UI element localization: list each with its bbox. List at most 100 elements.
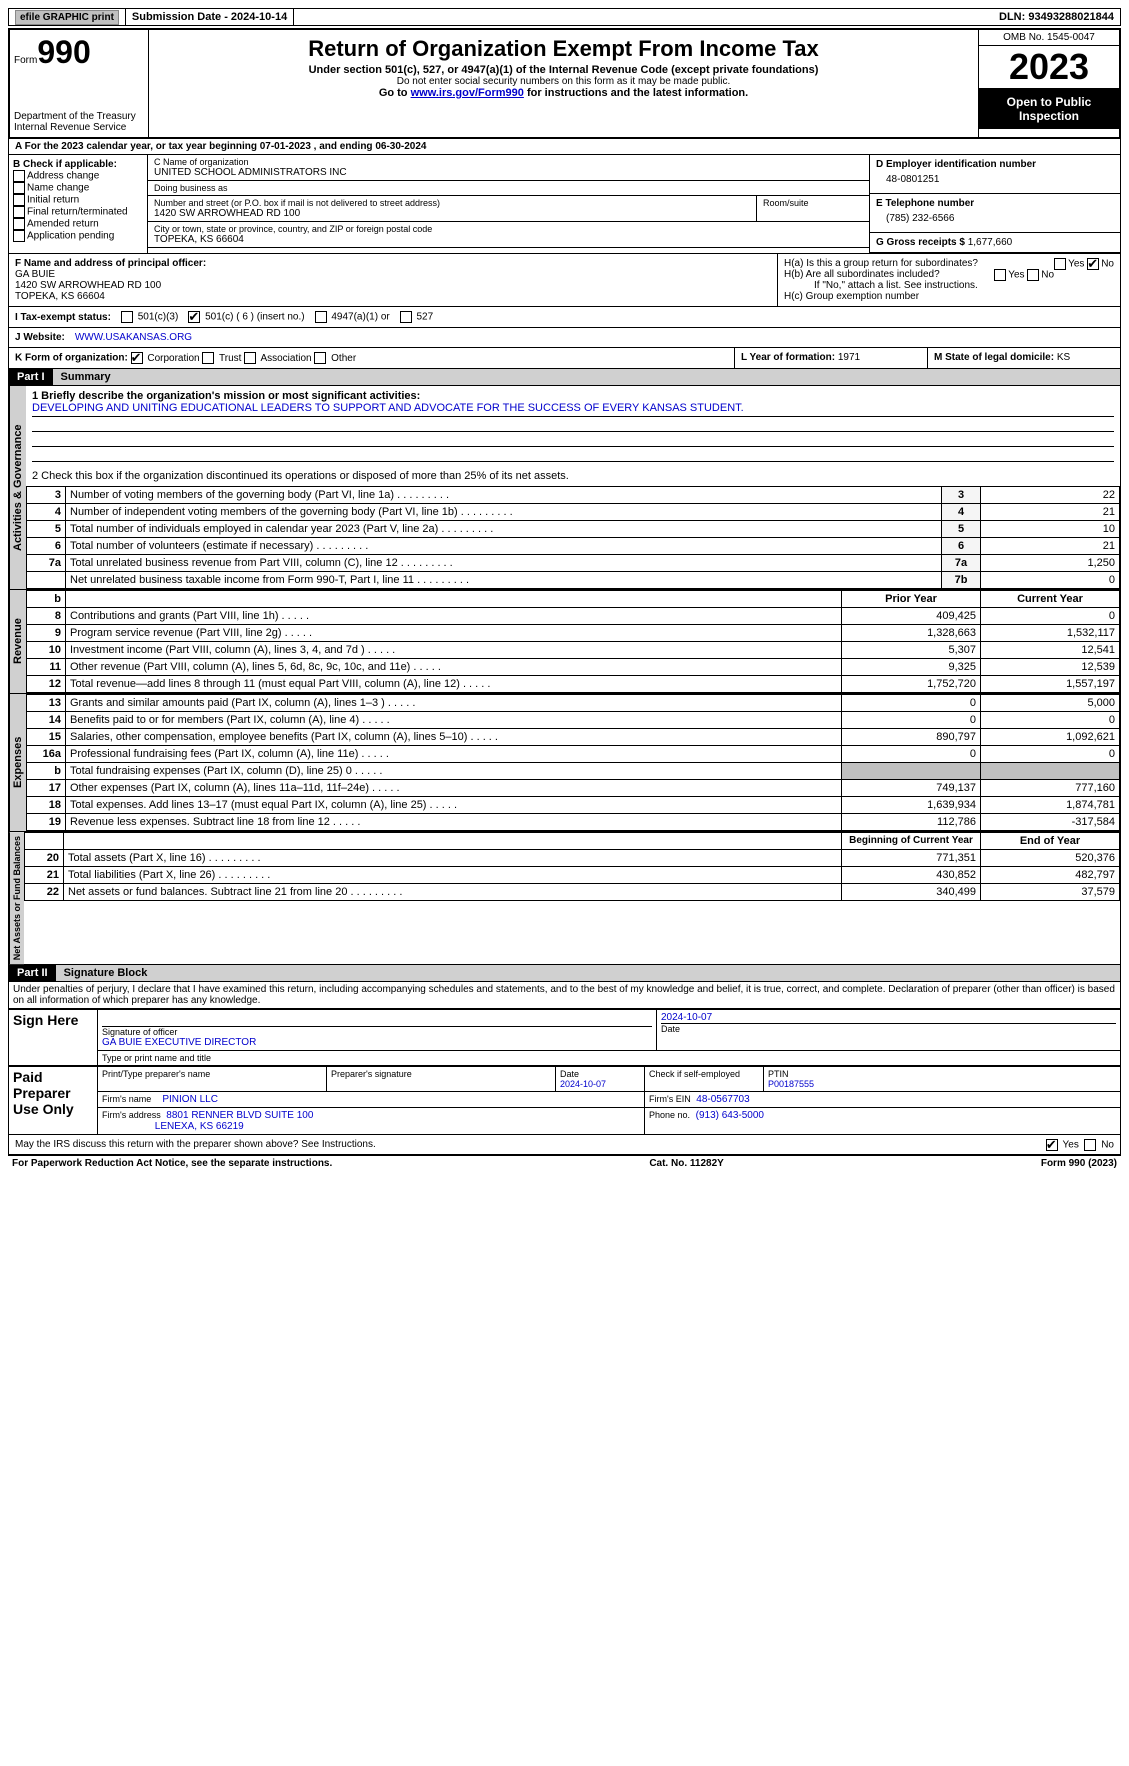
irs-link[interactable]: www.irs.gov/Form990 [411, 87, 524, 99]
discuss-yn[interactable]: Yes No [1046, 1139, 1114, 1151]
check-4947[interactable]: 4947(a)(1) or [315, 311, 390, 323]
sig-officer-name: GA BUIE EXECUTIVE DIRECTOR [102, 1037, 652, 1048]
room-label: Room/suite [763, 198, 863, 208]
rev-b: b [27, 591, 66, 608]
check-name-change[interactable]: Name change [13, 182, 143, 194]
penalty-statement: Under penalties of perjury, I declare th… [8, 982, 1121, 1009]
expenses-table: 13Grants and similar amounts paid (Part … [26, 694, 1120, 831]
part1-bar: Part I Summary [8, 369, 1121, 386]
line-l: L Year of formation: 1971 [735, 348, 928, 368]
check-assoc[interactable]: Association [244, 353, 311, 364]
sign-here-label: Sign Here [9, 1010, 98, 1066]
efile-button[interactable]: efile GRAPHIC print [15, 10, 119, 25]
expense-row: bTotal fundraising expenses (Part IX, co… [27, 763, 1120, 780]
paid-preparer-label: Paid Preparer Use Only [9, 1067, 98, 1135]
firm-phone: (913) 643-5000 [696, 1110, 764, 1121]
expense-row: 14Benefits paid to or for members (Part … [27, 712, 1120, 729]
firm-addr1: 8801 RENNER BLVD SUITE 100 [166, 1110, 313, 1121]
gross-label: G Gross receipts $ [876, 237, 965, 248]
h-c: H(c) Group exemption number [784, 291, 1114, 302]
check-527[interactable]: 527 [400, 311, 433, 323]
open-to-public: Open to Public Inspection [979, 89, 1119, 129]
k-assoc: Association [260, 353, 311, 364]
yes2: Yes [1008, 270, 1024, 281]
gov-row: 4Number of independent voting members of… [27, 504, 1120, 521]
check-initial-return[interactable]: Initial return [13, 194, 143, 206]
officer-addr2: TOPEKA, KS 66604 [15, 291, 771, 302]
check-amended[interactable]: Amended return [13, 218, 143, 230]
part1-label: Part I [9, 369, 53, 385]
check-trust[interactable]: Trust [202, 353, 241, 364]
discuss-line: May the IRS discuss this return with the… [8, 1135, 1121, 1155]
governance-table: 3Number of voting members of the governi… [26, 486, 1120, 589]
website-value[interactable]: WWW.USAKANSAS.ORG [75, 332, 192, 343]
part1-title: Summary [53, 369, 119, 385]
ha-yn[interactable]: Yes No [1054, 258, 1114, 270]
h-b: H(b) Are all subordinates included? Yes … [784, 269, 1114, 280]
footer-left: For Paperwork Reduction Act Notice, see … [12, 1158, 332, 1169]
line-k: K Form of organization: Corporation Trus… [9, 348, 735, 368]
firm-phone-label: Phone no. [649, 1110, 690, 1120]
header-left: Form990 Department of the Treasury Inter… [10, 30, 149, 137]
opt-address: Address change [27, 171, 99, 182]
hb-yn[interactable]: Yes No [994, 269, 1054, 281]
check-final-return[interactable]: Final return/terminated [13, 206, 143, 218]
form-label: Form [14, 55, 37, 66]
firm-ein: 48-0567703 [696, 1094, 749, 1105]
prep-date: 2024-10-07 [560, 1079, 606, 1089]
gross-value: 1,677,660 [968, 237, 1013, 248]
opt-initial: Initial return [27, 195, 79, 206]
form-subtitle: Under section 501(c), 527, or 4947(a)(1)… [155, 64, 972, 76]
phone-label: E Telephone number [876, 198, 1114, 209]
firm-name-label: Firm's name [102, 1094, 151, 1104]
firm-addr-label: Firm's address [102, 1110, 161, 1120]
check-application-pending[interactable]: Application pending [13, 230, 143, 242]
gov-row: 6Total number of volunteers (estimate if… [27, 538, 1120, 555]
mission-blank1 [32, 417, 1114, 432]
sig-date-label: Date [661, 1023, 1116, 1034]
submission-date: Submission Date - 2024-10-14 [126, 9, 294, 25]
efile-print: efile GRAPHIC print [9, 9, 126, 25]
part2-bar: Part II Signature Block [8, 965, 1121, 982]
revenue-row: 10Investment income (Part VIII, column (… [27, 642, 1120, 659]
line-m: M State of legal domicile: KS [928, 348, 1120, 368]
goto-post: for instructions and the latest informat… [524, 87, 748, 99]
org-name-label: C Name of organization [154, 157, 863, 167]
box-h: H(a) Is this a group return for subordin… [778, 254, 1120, 306]
gov-row: 5Total number of individuals employed in… [27, 521, 1120, 538]
check-address-change[interactable]: Address change [13, 170, 143, 182]
mission-text: DEVELOPING AND UNITING EDUCATIONAL LEADE… [32, 402, 1114, 417]
expense-row: 17Other expenses (Part IX, column (A), l… [27, 780, 1120, 797]
box-b: B Check if applicable: Address change Na… [9, 155, 148, 253]
prep-self-employed[interactable]: Check if self-employed [645, 1067, 764, 1092]
expense-row: 18Total expenses. Add lines 13–17 (must … [27, 797, 1120, 814]
check-501c[interactable]: 501(c) ( 6 ) (insert no.) [188, 311, 304, 323]
k-other: Other [331, 353, 356, 364]
discuss-no: No [1101, 1140, 1114, 1151]
form-title: Return of Organization Exempt From Incom… [155, 36, 972, 62]
revenue-row: 12Total revenue—add lines 8 through 11 (… [27, 676, 1120, 693]
check-501c3[interactable]: 501(c)(3) [121, 311, 178, 323]
yes1: Yes [1068, 259, 1084, 270]
ha-text: H(a) Is this a group return for subordin… [784, 258, 978, 269]
mission-blank3 [32, 447, 1114, 462]
prep-sig-label: Preparer's signature [327, 1067, 556, 1092]
check-other[interactable]: Other [314, 353, 356, 364]
form-header: Form990 Department of the Treasury Inter… [8, 28, 1121, 139]
mission-q: 1 Briefly describe the organization's mi… [32, 390, 1114, 402]
irs-label: Internal Revenue Service [14, 122, 144, 133]
current-year-hdr: Current Year [981, 591, 1120, 608]
goto-pre: Go to [379, 87, 411, 99]
tax-year: 2023 [979, 46, 1119, 89]
type-print-label: Type or print name and title [98, 1051, 1121, 1066]
officer-name: GA BUIE [15, 269, 771, 280]
o3: 4947(a)(1) or [331, 312, 389, 323]
firm-addr2: LENEXA, KS 66219 [155, 1121, 244, 1132]
page-footer: For Paperwork Reduction Act Notice, see … [8, 1155, 1121, 1171]
check-corp[interactable]: Corporation [131, 353, 200, 364]
sig-date1: 2024-10-07 [661, 1012, 1116, 1023]
efile-topbar: efile GRAPHIC print Submission Date - 20… [8, 8, 1121, 26]
ptin-value: P00187555 [768, 1079, 814, 1089]
o1: 501(c)(3) [138, 312, 179, 323]
expense-row: 13Grants and similar amounts paid (Part … [27, 695, 1120, 712]
